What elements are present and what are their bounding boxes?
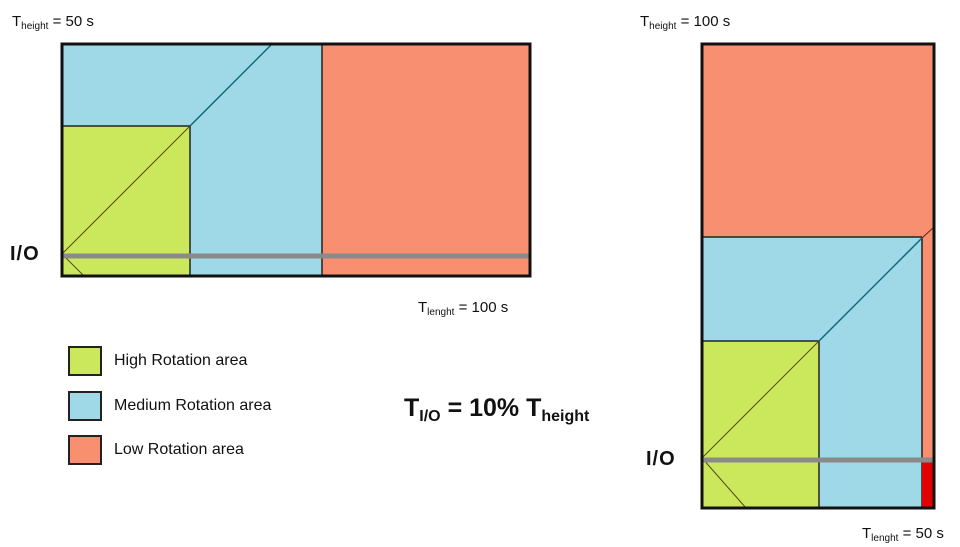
left-length-label: Tlenght = 100 s xyxy=(418,300,508,318)
left-length-sub: lenght xyxy=(427,307,455,318)
left-diagonal-high xyxy=(61,125,191,255)
io-time-formula: TI/O = 10% Theight xyxy=(404,394,589,426)
formula-height-sub: height xyxy=(541,408,590,425)
left-rack-border xyxy=(60,42,532,278)
right-rack xyxy=(700,42,936,510)
right-height-label: Theight = 100 s xyxy=(640,14,730,32)
legend-item-low: Low Rotation area xyxy=(68,433,244,467)
left-diagonal-medium xyxy=(189,43,273,127)
right-diagonal-medium xyxy=(818,237,923,342)
formula-t-sub: I/O xyxy=(419,408,441,425)
legend-label-low: Low Rotation area xyxy=(114,441,244,458)
right-length-label: Tlenght = 50 s xyxy=(862,526,944,544)
right-diagonal-corner xyxy=(921,226,935,239)
legend-swatch-high xyxy=(68,346,102,376)
right-height-prefix: T xyxy=(640,13,650,30)
left-io-label: I/O xyxy=(10,243,40,265)
legend-item-high: High Rotation area xyxy=(68,344,247,378)
right-length-prefix: T xyxy=(862,525,872,542)
legend-swatch-low xyxy=(68,435,102,465)
right-diagonal-high xyxy=(701,340,820,459)
right-length-value: = 50 s xyxy=(902,525,944,542)
right-height-value: = 100 s xyxy=(680,13,731,30)
right-io-label: I/O xyxy=(646,448,676,470)
right-high-area xyxy=(702,341,819,508)
legend-label-medium: Medium Rotation area xyxy=(114,397,272,414)
left-height-value: = 50 s xyxy=(52,13,94,30)
left-height-prefix: T xyxy=(12,13,22,30)
left-length-value: = 100 s xyxy=(458,299,509,316)
formula-eq: = 10% T xyxy=(440,394,542,422)
right-height-sub: height xyxy=(649,21,677,32)
left-high-area xyxy=(62,126,190,276)
right-length-sub: lenght xyxy=(871,533,899,544)
left-height-label: Theight = 50 s xyxy=(12,14,94,32)
right-rack-border xyxy=(700,42,936,510)
legend-label-high: High Rotation area xyxy=(114,352,248,369)
legend-item-medium: Medium Rotation area xyxy=(68,389,271,423)
left-height-sub: height xyxy=(21,21,49,32)
right-diagonal-small xyxy=(701,457,747,509)
right-red-highlight xyxy=(922,462,934,508)
legend-swatch-medium xyxy=(68,391,102,421)
left-length-prefix: T xyxy=(418,299,428,316)
left-rack xyxy=(60,42,532,278)
formula-t: T xyxy=(404,394,420,422)
